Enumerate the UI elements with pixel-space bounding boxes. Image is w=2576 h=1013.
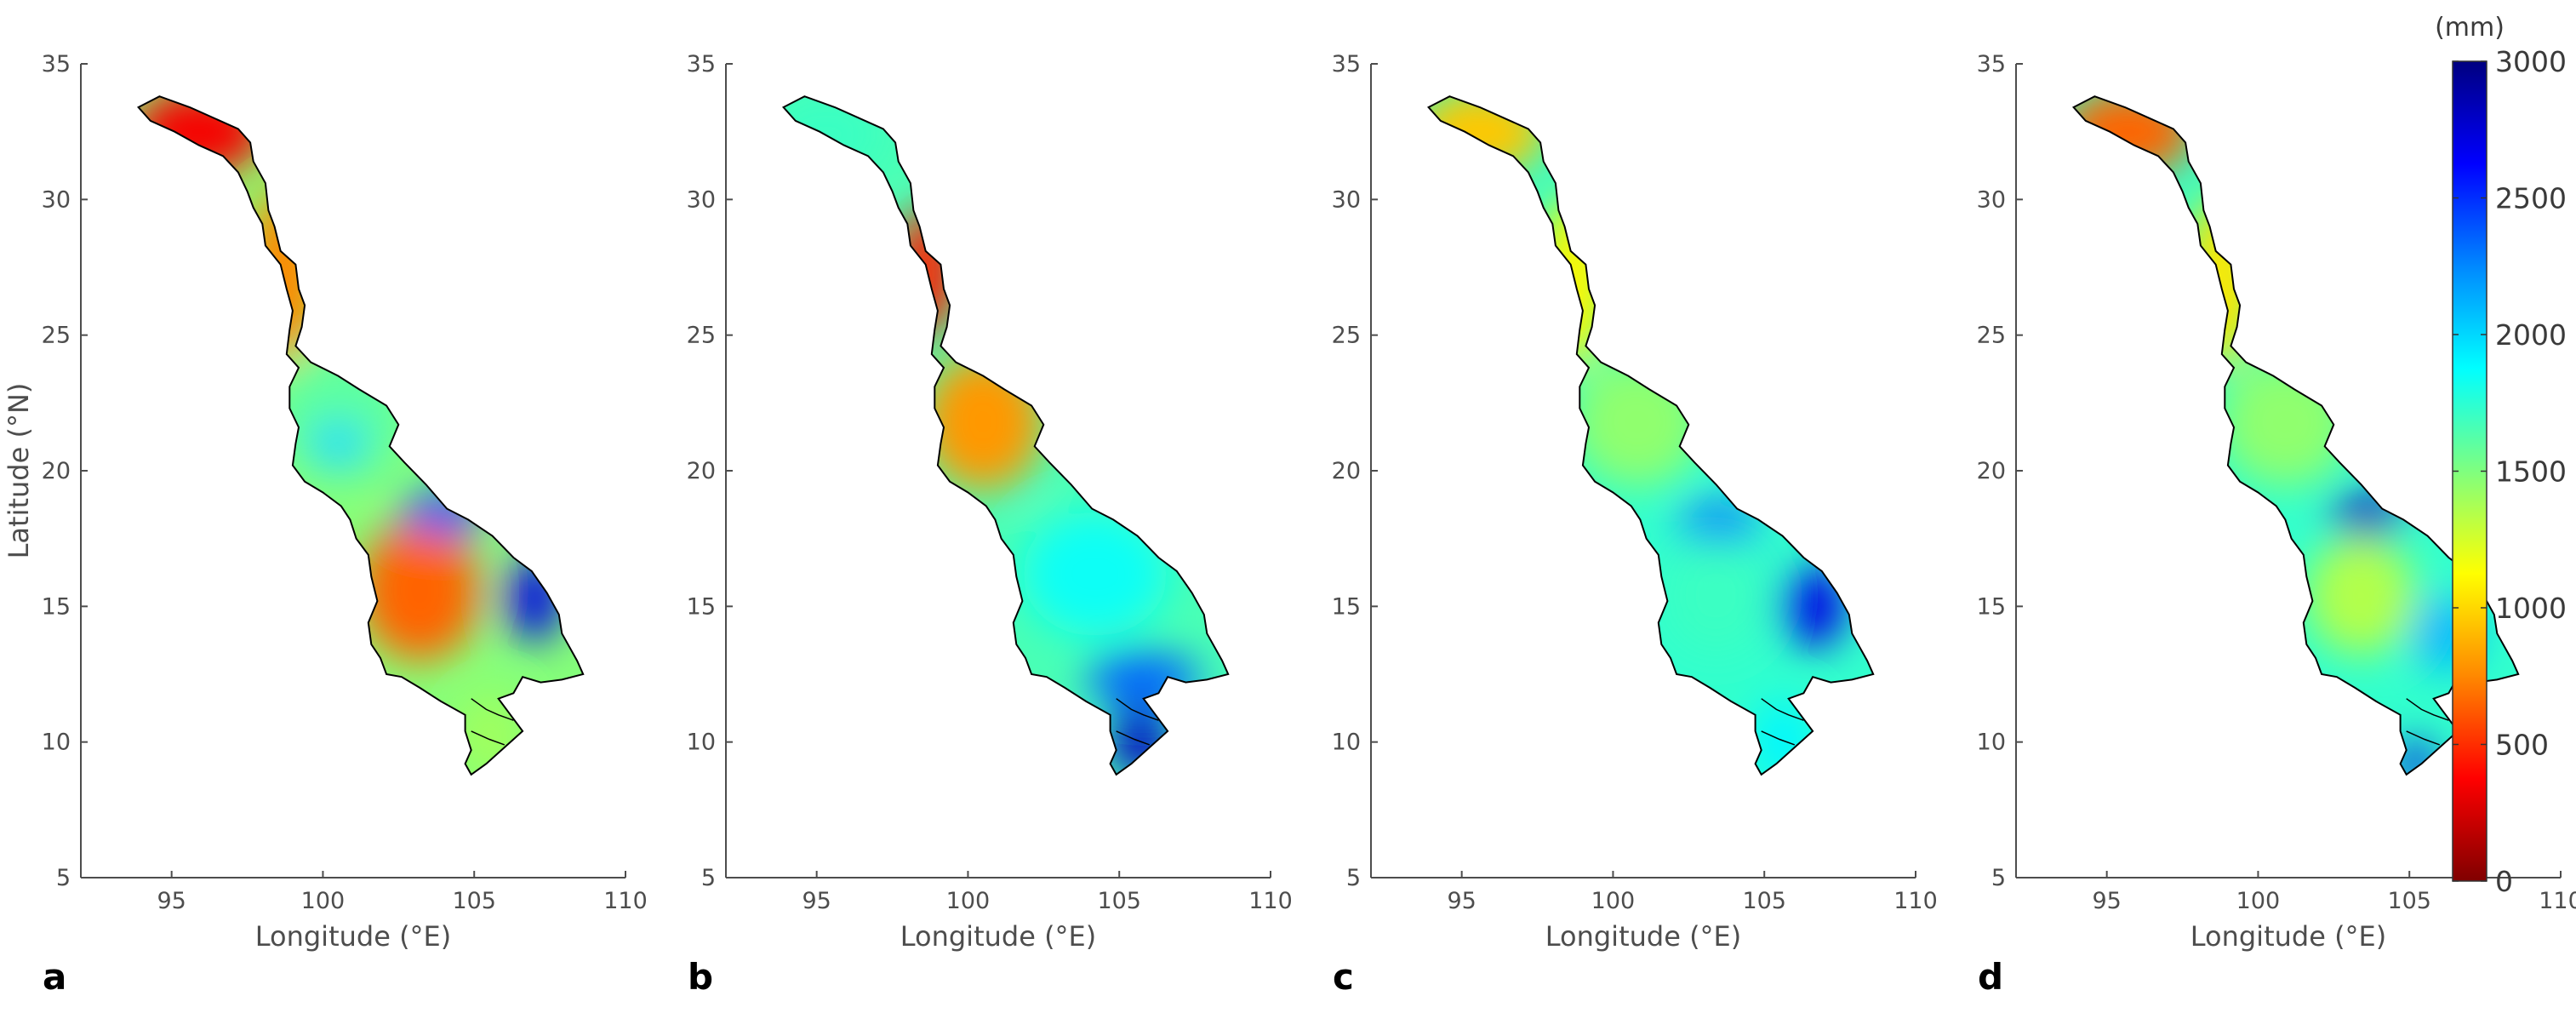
region-0: [2073, 96, 2195, 175]
region-0: [1428, 96, 1547, 175]
basin-outline: [136, 95, 585, 776]
x-tick-label: 105: [1742, 888, 1786, 914]
colorbar-tick-label: 2500: [2495, 182, 2567, 215]
region-3: [1679, 501, 1759, 550]
delta-boundary: [1761, 730, 1796, 746]
y-tick-label: 15: [1332, 593, 1361, 620]
y-tick-label: 10: [1332, 730, 1361, 756]
y-tick-label: 10: [1977, 730, 2006, 756]
x-tick-label: 100: [946, 888, 991, 914]
colorbar-tick-label: 3000: [2495, 45, 2567, 78]
region-4: [1779, 565, 1847, 648]
y-tick-label: 5: [701, 865, 716, 891]
region-4: [359, 519, 481, 661]
x-tick-label: 100: [2236, 888, 2281, 914]
y-tick-label: 25: [687, 323, 716, 349]
x-tick-label: 105: [452, 888, 496, 914]
y-tick-label: 20: [1977, 458, 2006, 484]
region-1: [895, 207, 957, 338]
y-tick-label: 15: [687, 593, 716, 620]
panel-a: 95 100 105 110 5 10 15 20 25 30 35 Longitude (°E) La…: [3, 51, 648, 998]
colorbar-unit: (mm): [2435, 13, 2505, 43]
x-tick-label: 110: [1893, 888, 1938, 914]
x-tick-label: 105: [2387, 888, 2431, 914]
panel-c: 95 100 105 110 5 10 15 20 25 30 35 Longitude (°E) c: [1332, 51, 1938, 998]
panel-b: 95 100 105 110 5 10 15 20 25 30 35 Longitude (°E) b: [687, 51, 1293, 998]
x-tick-label: 110: [603, 888, 648, 914]
basin-outline: [781, 95, 1230, 776]
precip-field-a: [138, 96, 584, 775]
colorbar-tick-label: 1000: [2495, 592, 2567, 625]
x-tick-label: 100: [301, 888, 346, 914]
x-axis-label: Longitude (°E): [255, 920, 452, 953]
panel-label: b: [688, 956, 713, 998]
region-6: [2397, 741, 2434, 775]
x-tick-label: 95: [802, 888, 831, 914]
y-tick-label: 30: [1332, 186, 1361, 213]
y-tick-label: 30: [1977, 186, 2006, 213]
precip-field-c: [1428, 96, 1874, 775]
y-tick-label: 20: [687, 458, 716, 484]
y-tick-label: 30: [687, 186, 716, 213]
region-5: [1661, 535, 1771, 655]
y-axis-label: Latitude (°N): [3, 383, 35, 559]
x-axis-label: Longitude (°E): [2190, 920, 2387, 953]
y-tick-label: 15: [1977, 593, 2006, 620]
y-tick-label: 25: [1332, 323, 1361, 349]
y-tick-label: 5: [1991, 865, 2006, 891]
region-1: [1537, 193, 1610, 368]
precip-field-b: [783, 96, 1229, 775]
region-6: [507, 554, 563, 642]
y-tick-label: 35: [1977, 51, 2006, 77]
delta-boundary: [471, 698, 514, 721]
y-tick-label: 35: [42, 51, 71, 77]
y-tick-label: 15: [42, 593, 71, 620]
region-2: [1570, 357, 1705, 488]
basin-outline: [1426, 95, 1875, 776]
x-tick-label: 95: [2092, 888, 2121, 914]
y-tick-label: 35: [687, 51, 716, 77]
y-tick-label: 10: [42, 730, 71, 756]
region-3: [311, 421, 366, 466]
colorbar-tick-label: 1500: [2495, 455, 2567, 489]
panel-label: d: [1978, 956, 2003, 998]
y-tick-label: 5: [56, 865, 71, 891]
delta-boundary: [1761, 698, 1804, 721]
x-tick-label: 95: [1447, 888, 1476, 914]
region-4: [2306, 535, 2416, 655]
panel-label: c: [1333, 956, 1354, 998]
delta-boundary: [1116, 698, 1159, 721]
x-tick-label: 110: [1248, 888, 1293, 914]
panel-label: a: [43, 956, 66, 998]
colorbar: 0 500 1000 1500 2000 2500 3000(mm): [2435, 13, 2567, 898]
delta-boundary: [1116, 730, 1151, 746]
y-tick-label: 25: [1977, 323, 2006, 349]
y-tick-label: 35: [1332, 51, 1361, 77]
y-tick-label: 30: [42, 186, 71, 213]
y-tick-label: 20: [1332, 458, 1361, 484]
x-tick-label: 95: [157, 888, 186, 914]
y-tick-label: 10: [687, 730, 716, 756]
y-tick-label: 5: [1346, 865, 1361, 891]
colorbar-tick-label: 0: [2495, 865, 2513, 898]
x-tick-label: 105: [1097, 888, 1141, 914]
region-3: [1022, 511, 1168, 637]
precip-field-d: [2073, 96, 2519, 775]
x-axis-label: Longitude (°E): [1545, 920, 1742, 953]
delta-boundary: [2406, 698, 2449, 721]
region-0: [138, 96, 266, 175]
delta-boundary: [471, 730, 505, 746]
basin-outline: [2071, 95, 2520, 776]
colorbar-tick-label: 500: [2495, 729, 2549, 762]
colorbar-tick-label: 2000: [2495, 318, 2567, 352]
x-tick-label: 100: [1591, 888, 1636, 914]
x-axis-label: Longitude (°E): [900, 920, 1097, 953]
region-5: [401, 489, 487, 534]
y-tick-label: 25: [42, 323, 71, 349]
x-tick-label: 110: [2539, 888, 2576, 914]
delta-boundary: [2406, 730, 2441, 746]
y-tick-label: 20: [42, 458, 71, 484]
